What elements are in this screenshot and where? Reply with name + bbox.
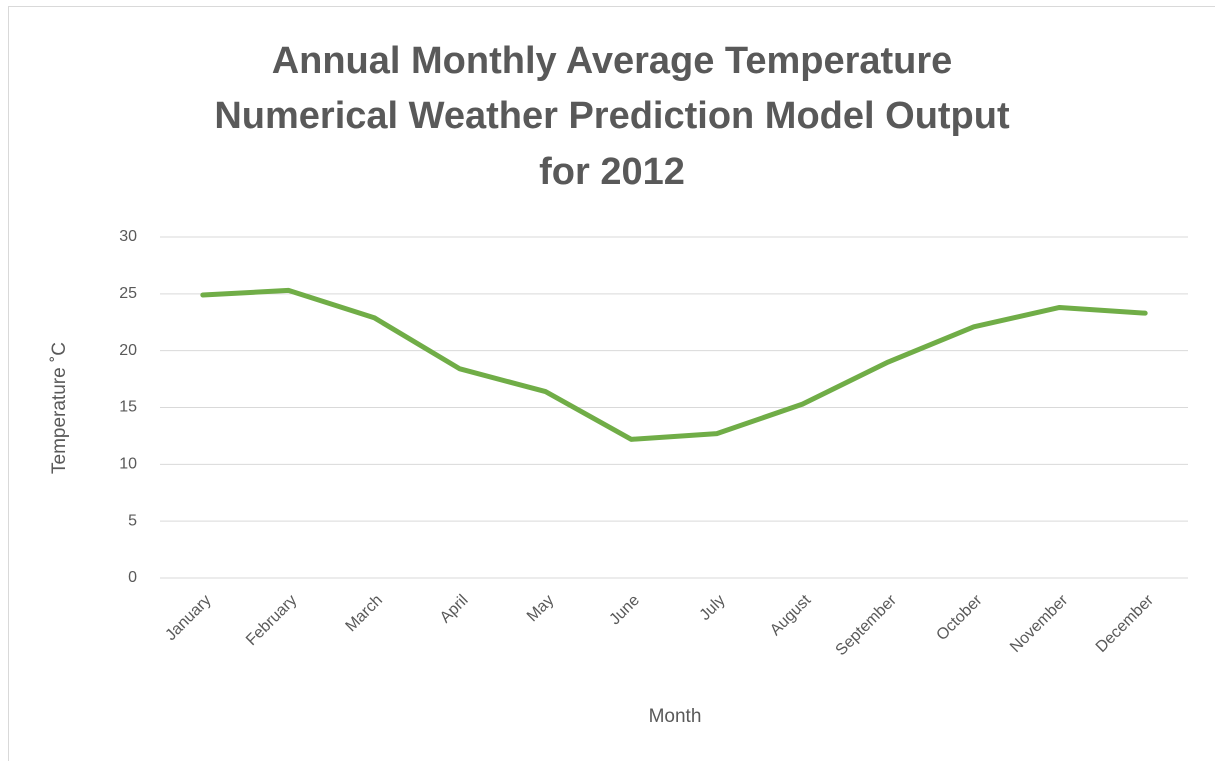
y-tick-label: 5 bbox=[128, 512, 137, 529]
y-tick-label: 30 bbox=[119, 228, 137, 245]
chart-title: for 2012 bbox=[539, 151, 685, 193]
y-tick-label: 10 bbox=[119, 456, 137, 473]
y-tick-label: 15 bbox=[119, 399, 137, 416]
y-axis-title: Temperature ˚C bbox=[49, 342, 70, 474]
y-tick-label: 20 bbox=[119, 342, 137, 359]
chart-border bbox=[8, 6, 1215, 761]
chart-title: Numerical Weather Prediction Model Outpu… bbox=[214, 95, 1010, 137]
x-axis-title: Month bbox=[649, 706, 702, 727]
y-tick-label: 0 bbox=[128, 569, 137, 586]
y-tick-label: 25 bbox=[119, 285, 137, 302]
chart-title: Annual Monthly Average Temperature bbox=[272, 40, 953, 82]
data-line bbox=[200, 287, 1148, 442]
